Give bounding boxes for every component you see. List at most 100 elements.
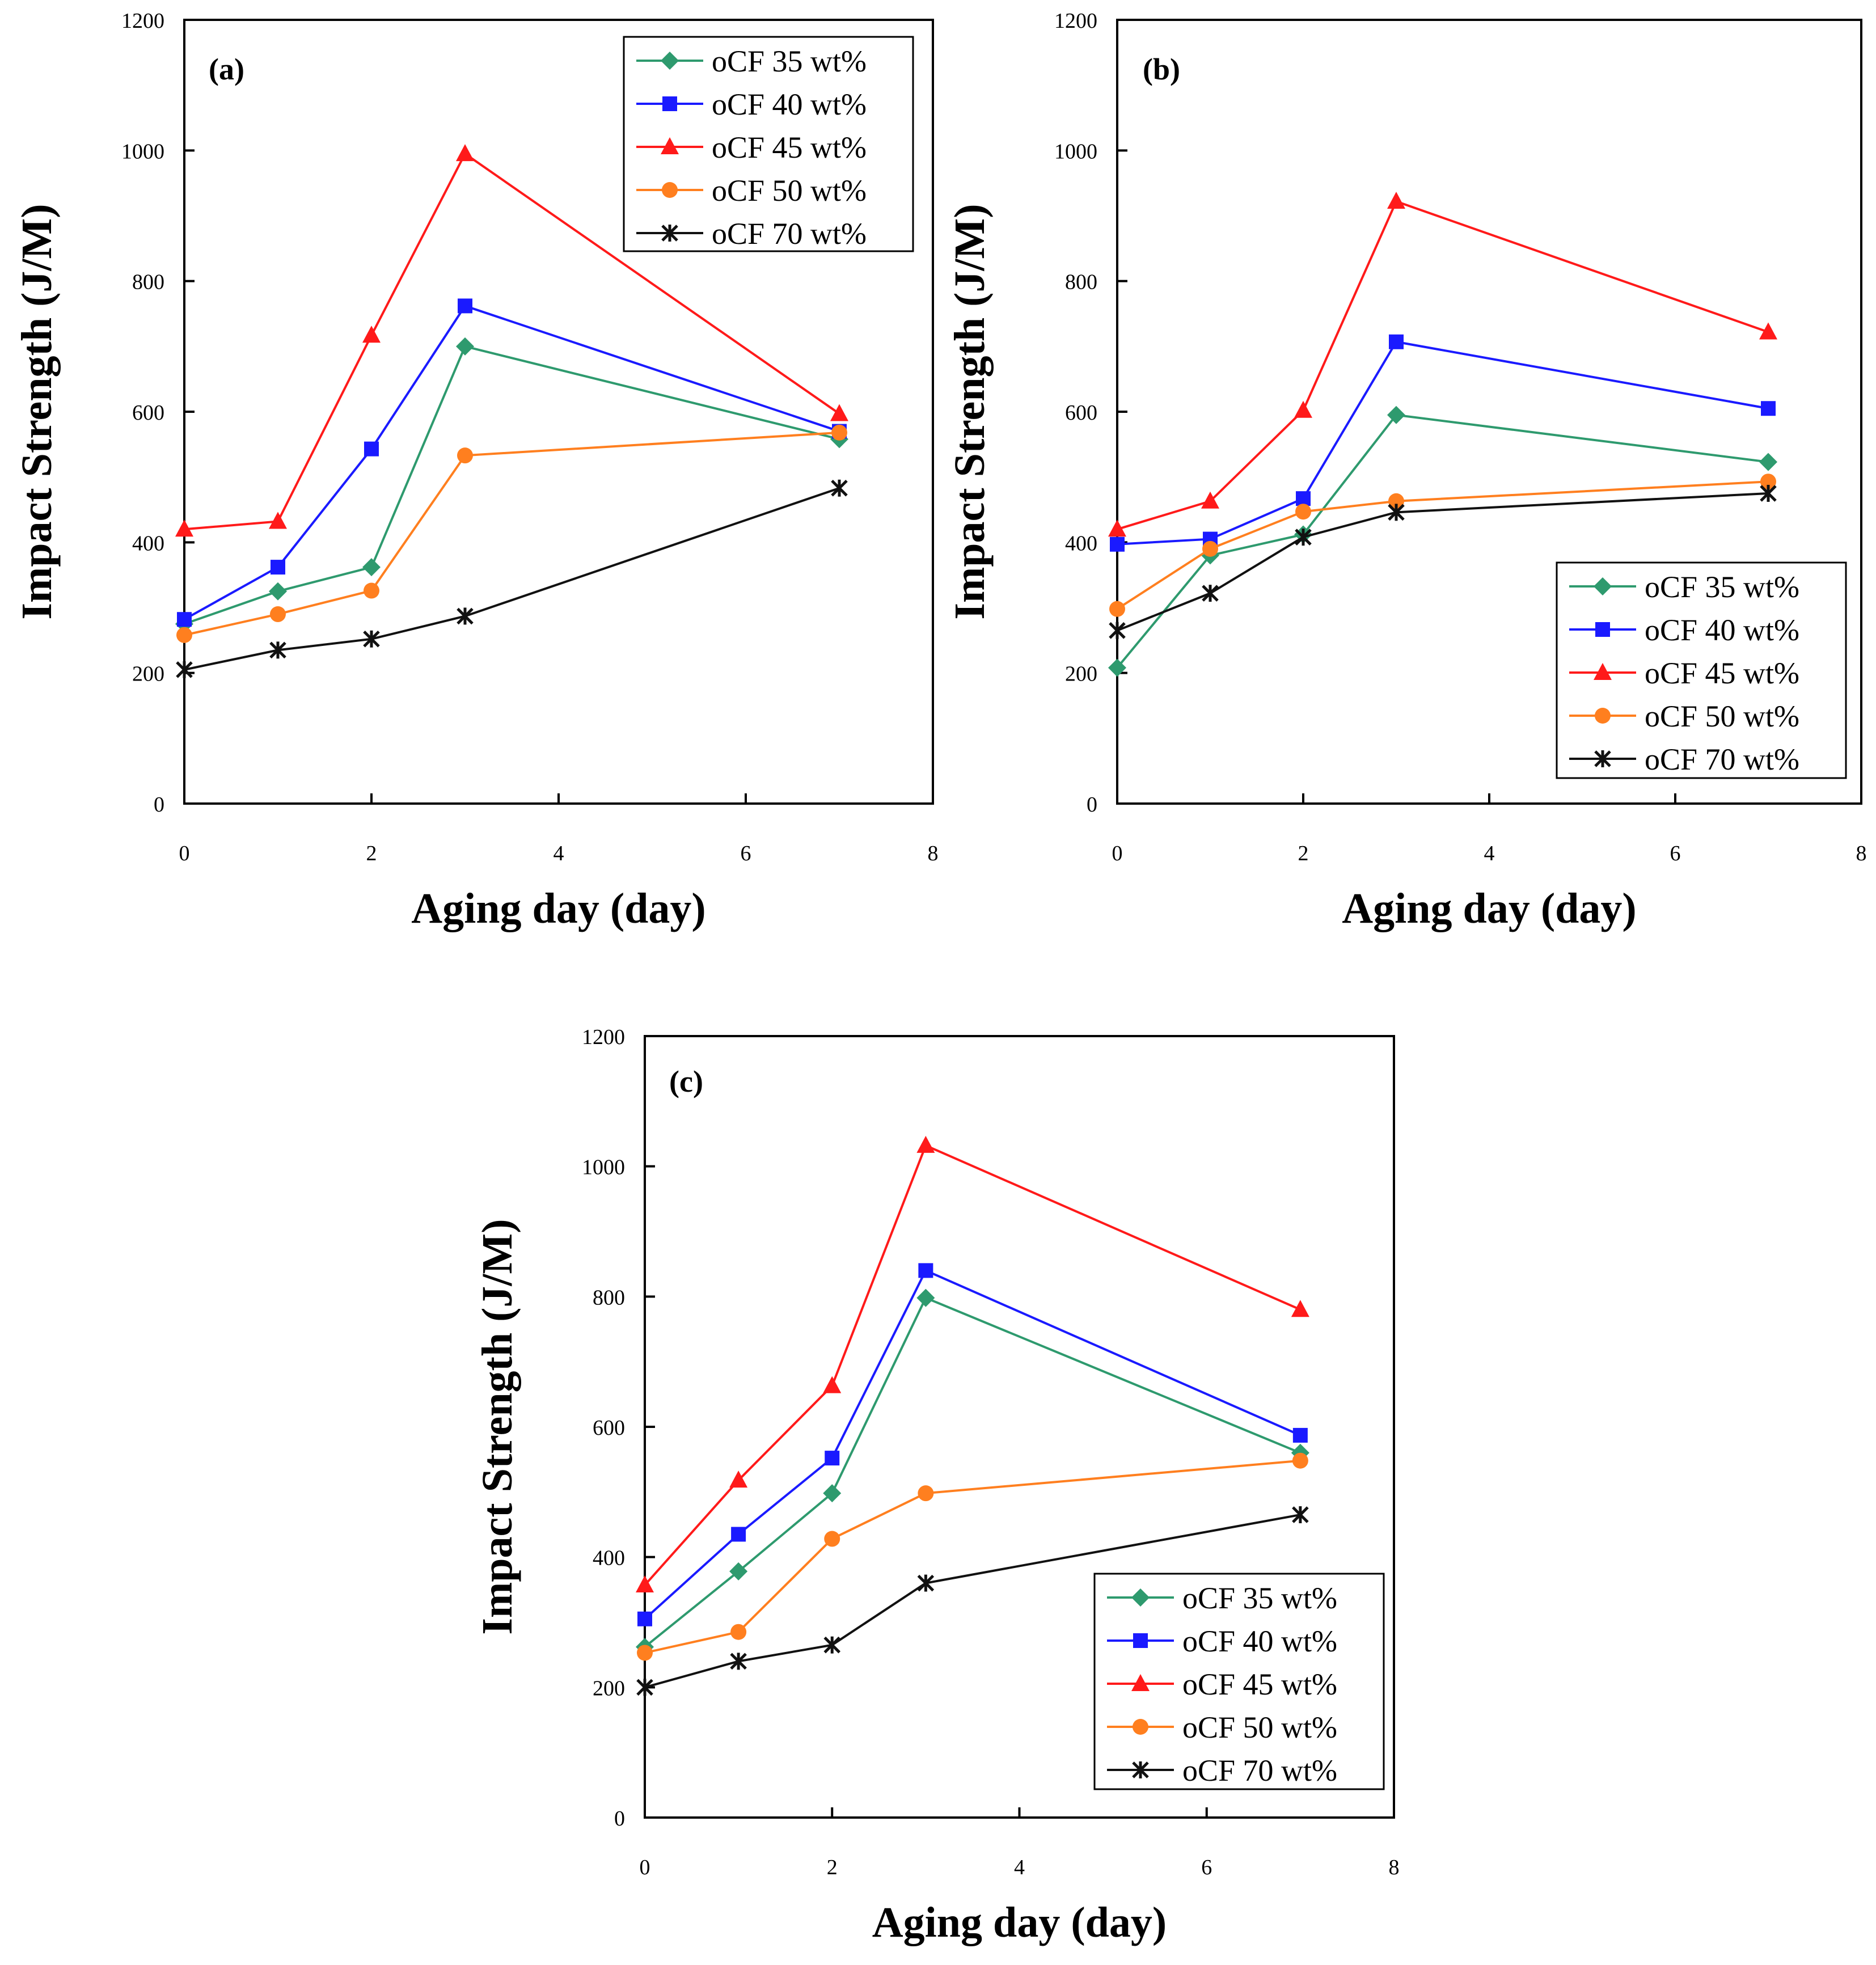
data-point — [270, 606, 286, 623]
x-tick-label: 8 — [1856, 842, 1867, 865]
data-point — [637, 1611, 652, 1626]
data-point — [729, 1562, 748, 1581]
legend-marker — [662, 96, 677, 111]
legend-label: oCF 70 wt% — [1182, 1753, 1337, 1787]
data-point — [456, 144, 474, 162]
y-tick-label: 200 — [132, 662, 164, 686]
data-point — [731, 1527, 746, 1542]
y-tick-label: 1000 — [121, 140, 164, 163]
y-tick-label: 400 — [132, 531, 164, 555]
data-point — [362, 558, 381, 577]
legend-entry: oCF 35 wt% — [636, 44, 867, 78]
legend-label: oCF 40 wt% — [712, 87, 867, 121]
data-point — [1110, 536, 1125, 552]
y-tick-label: 400 — [1065, 531, 1097, 555]
data-point — [271, 560, 285, 575]
x-tick-label: 2 — [827, 1856, 838, 1879]
series-ocf-45-wt- — [1108, 192, 1777, 537]
legend-entry: oCF 35 wt% — [1569, 570, 1799, 604]
legend-entry: oCF 40 wt% — [1569, 613, 1799, 647]
data-point — [1389, 334, 1404, 349]
data-point — [1294, 400, 1312, 418]
x-tick-label: 0 — [179, 842, 190, 865]
y-tick-label: 800 — [593, 1286, 625, 1309]
legend: oCF 35 wt% oCF 40 wt% oCF 45 wt% oCF 50 wt%… — [1556, 561, 1847, 779]
data-point — [364, 441, 379, 457]
data-point — [1292, 1427, 1308, 1443]
legend-marker — [662, 182, 678, 198]
chart-panel-b: 0 200 400 600 800 1000 1200 0 2 4 6 8 Aging day (day… — [946, 9, 1867, 932]
chart-panel-a: 0 200 400 600 800 1000 1200 0 2 4 6 8 Aging day (day… — [13, 9, 939, 932]
legend-marker — [1131, 1674, 1150, 1691]
legend-marker — [1133, 1719, 1148, 1735]
legend-label: oCF 50 wt% — [1645, 699, 1799, 733]
series-ocf-45-wt- — [175, 144, 848, 537]
data-point — [636, 1575, 654, 1593]
data-point — [824, 1531, 840, 1547]
y-tick-label: 0 — [614, 1807, 625, 1831]
x-tick-label: 0 — [1112, 842, 1123, 865]
y-tick-label: 1200 — [121, 9, 164, 33]
legend-label: oCF 45 wt% — [1182, 1667, 1337, 1701]
y-tick-label: 200 — [593, 1676, 625, 1700]
series-ocf-50-wt- — [637, 1452, 1308, 1661]
data-point — [1760, 484, 1777, 502]
data-point — [831, 479, 848, 497]
data-point — [1295, 529, 1312, 546]
legend-label: oCF 70 wt% — [712, 217, 867, 251]
x-tick-label: 4 — [1014, 1856, 1025, 1879]
series-ocf-50-wt- — [176, 424, 847, 643]
series-line — [184, 345, 840, 626]
x-tick-label: 2 — [1298, 842, 1309, 865]
y-tick-label: 400 — [593, 1546, 625, 1570]
legend-marker — [1594, 577, 1612, 595]
x-tick-label: 8 — [928, 842, 939, 865]
x-tick-label: 4 — [1484, 842, 1495, 865]
data-point — [176, 661, 193, 678]
y-tick-label: 1200 — [582, 1025, 625, 1049]
x-tick-label: 4 — [553, 842, 564, 865]
x-tick-label: 6 — [741, 842, 751, 865]
data-point — [177, 612, 192, 627]
legend-entry: oCF 40 wt% — [1107, 1624, 1337, 1658]
data-point — [1296, 491, 1311, 506]
data-point — [825, 1451, 840, 1466]
data-point — [1109, 601, 1125, 617]
series-ocf-40-wt- — [637, 1263, 1308, 1626]
legend-marker — [1131, 1588, 1150, 1607]
series-ocf-70-wt- — [636, 1506, 1309, 1696]
data-point — [1387, 192, 1405, 209]
data-point — [918, 1485, 934, 1502]
legend-label: oCF 35 wt% — [712, 44, 867, 78]
legend-label: oCF 50 wt% — [1182, 1710, 1337, 1744]
series-ocf-70-wt- — [176, 479, 848, 678]
y-tick-label: 600 — [1065, 401, 1097, 425]
y-tick-label: 800 — [1065, 271, 1097, 294]
legend-label: oCF 35 wt% — [1182, 1581, 1337, 1615]
data-point — [1201, 491, 1219, 509]
panel-label: (a) — [209, 52, 244, 86]
series-ocf-40-wt- — [1110, 334, 1776, 552]
data-point — [1761, 401, 1776, 416]
legend-entry: oCF 45 wt% — [1569, 656, 1799, 690]
legend-label: oCF 35 wt% — [1645, 570, 1799, 604]
legend-entry: oCF 70 wt% — [1107, 1753, 1337, 1787]
data-point — [730, 1653, 747, 1670]
y-tick-label: 1000 — [1054, 140, 1097, 163]
data-point — [916, 1135, 935, 1153]
legend-marker — [661, 225, 678, 242]
legend-marker — [661, 137, 679, 154]
series-line — [1117, 340, 1769, 546]
legend-label: oCF 40 wt% — [1645, 613, 1799, 647]
series-ocf-50-wt- — [1109, 474, 1776, 617]
legend-label: oCF 45 wt% — [712, 130, 867, 164]
data-point — [1759, 322, 1777, 340]
data-point — [831, 424, 847, 441]
data-point — [364, 582, 379, 599]
x-tick-label: 6 — [1201, 1856, 1212, 1879]
series-line — [184, 487, 840, 671]
data-point — [1295, 504, 1311, 520]
x-tick-label: 2 — [366, 842, 377, 865]
series-line — [644, 1144, 1301, 1586]
